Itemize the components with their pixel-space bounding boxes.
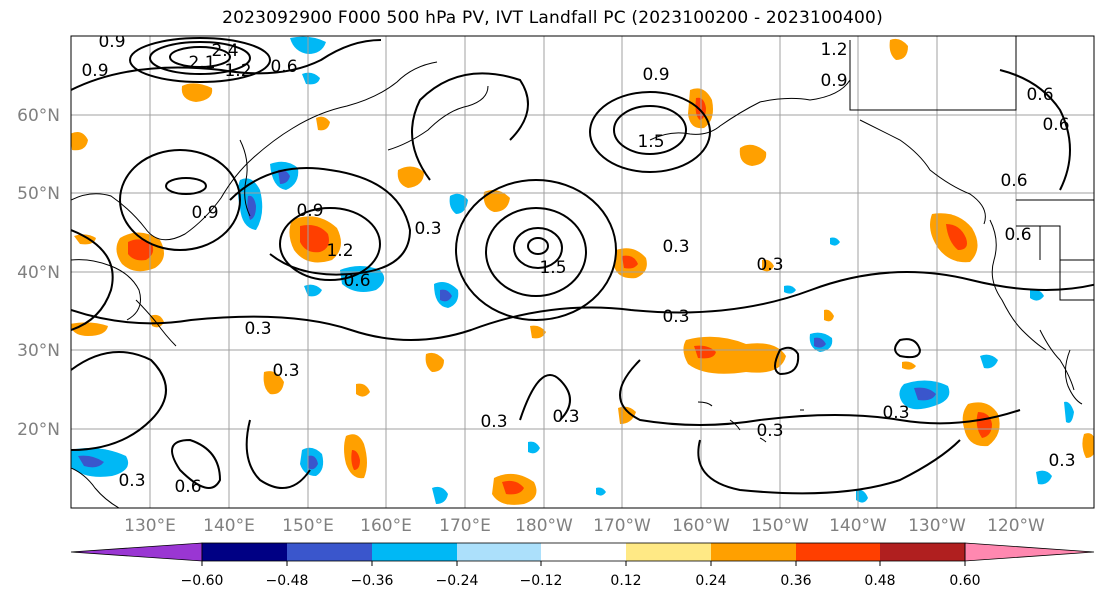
colorbar-tick-label: −0.60 xyxy=(181,573,224,589)
contour-label: 1.2 xyxy=(326,241,353,261)
contour-label: 0.9 xyxy=(296,201,323,221)
contour-label: 0.3 xyxy=(662,237,689,257)
contour-label: 0.3 xyxy=(118,471,145,491)
colorbar-tick-label: −0.36 xyxy=(351,573,394,589)
contour-label: 0.9 xyxy=(191,203,218,223)
colorbar-segment xyxy=(70,542,203,562)
lon-label: 140°W xyxy=(829,516,887,536)
lon-label: 130°E xyxy=(124,516,176,536)
colorbar-segment xyxy=(287,543,372,561)
colorbar-tick-label: −0.24 xyxy=(436,573,479,589)
colorbar: −0.60 −0.48 −0.36 −0.24 −0.12 0.12 0.24 … xyxy=(70,542,1095,589)
lon-label: 140°E xyxy=(203,516,255,536)
lon-label: 170°W xyxy=(593,516,651,536)
contour-label: 0.6 xyxy=(343,271,370,291)
lon-label: 150°W xyxy=(751,516,809,536)
lat-label: 50°N xyxy=(17,184,60,204)
map-frame xyxy=(70,35,1095,509)
colorbar-tick-label: 0.60 xyxy=(949,573,980,589)
contour-label: 0.3 xyxy=(662,307,689,327)
positive-pv-patch xyxy=(344,434,367,479)
colorbar-tick-label: −0.12 xyxy=(520,573,563,589)
lon-label: 120°W xyxy=(987,516,1045,536)
positive-pv-patch xyxy=(492,473,537,505)
colorbar-segment xyxy=(880,543,965,561)
coastlines xyxy=(71,36,1094,508)
positive-pv-patch xyxy=(683,336,786,374)
lat-label: 60°N xyxy=(17,106,60,126)
contour-label: 2.1 xyxy=(188,53,215,73)
lon-label: 130°W xyxy=(908,516,966,536)
lon-label: 170°E xyxy=(439,516,491,536)
contour-label: 0.3 xyxy=(244,319,271,339)
colorbar-segment xyxy=(541,543,626,561)
contour-label: 0.3 xyxy=(272,361,299,381)
colorbar-tick-label: −0.48 xyxy=(266,573,309,589)
colorbar-tick-label: 0.48 xyxy=(864,573,895,589)
contour-label: 0.6 xyxy=(1000,171,1027,191)
ivt-contours xyxy=(71,37,1094,495)
contour-label: 0.3 xyxy=(882,403,909,423)
colorbar-segment xyxy=(202,543,287,561)
contour-label: 2.4 xyxy=(211,41,238,61)
colorbar-segment xyxy=(626,543,711,561)
contour-label: 0.3 xyxy=(756,255,783,275)
lon-label: 180°W xyxy=(515,516,573,536)
contour-label: 1.5 xyxy=(539,258,566,278)
lat-label: 30°N xyxy=(17,341,60,361)
lon-label: 160°E xyxy=(360,516,412,536)
contour-label: 0.3 xyxy=(552,407,579,427)
colorbar-tick-label: 0.12 xyxy=(610,573,641,589)
positive-pv-patch xyxy=(1082,433,1094,458)
lon-label: 150°E xyxy=(282,516,334,536)
contour-label: 1.2 xyxy=(224,61,251,81)
lat-label: 40°N xyxy=(17,263,60,283)
latitude-labels: 60°N 50°N 40°N 30°N 20°N xyxy=(17,106,60,440)
positive-pv-patch xyxy=(930,213,978,263)
contour-labels: 0.9 2.4 2.1 1.2 0.9 0.6 1.2 0.9 1.5 0.9 … xyxy=(81,32,1075,497)
lat-label: 20°N xyxy=(17,420,60,440)
contour-label: 0.9 xyxy=(81,61,108,81)
positive-pv-patch xyxy=(71,38,916,424)
colorbar-segment xyxy=(711,543,796,561)
contour-label: 0.9 xyxy=(820,71,847,91)
colorbar-tick-label: 0.36 xyxy=(780,573,811,589)
contour-label: 0.6 xyxy=(1026,85,1053,105)
contour-label: 0.3 xyxy=(480,412,507,432)
contour-label: 0.9 xyxy=(98,32,125,52)
positive-pv-patch xyxy=(116,232,164,272)
contour-label: 0.6 xyxy=(174,477,201,497)
contour-label: 0.6 xyxy=(1042,115,1069,135)
lon-label: 160°W xyxy=(672,516,730,536)
colorbar-segment xyxy=(372,543,457,561)
contour-label: 0.3 xyxy=(414,219,441,239)
colorbar-segment xyxy=(796,543,880,561)
colorbar-segment xyxy=(457,543,541,561)
contour-label: 1.2 xyxy=(820,40,847,60)
contour-label: 0.3 xyxy=(1048,451,1075,471)
pv-shading xyxy=(71,36,1094,505)
contour-label: 0.6 xyxy=(1004,225,1031,245)
contour-label: 0.9 xyxy=(642,65,669,85)
colorbar-tick-label: 0.24 xyxy=(695,573,726,589)
longitude-labels: 130°E 140°E 150°E 160°E 170°E 180°W 170°… xyxy=(124,516,1045,536)
contour-label: 0.3 xyxy=(756,421,783,441)
colorbar-segment xyxy=(964,542,1095,562)
contour-label: 0.6 xyxy=(270,57,297,77)
contour-label: 1.5 xyxy=(637,132,664,152)
positive-pv-patch xyxy=(289,216,341,263)
map-title: 2023092900 F000 500 hPa PV, IVT Landfall… xyxy=(222,8,883,28)
